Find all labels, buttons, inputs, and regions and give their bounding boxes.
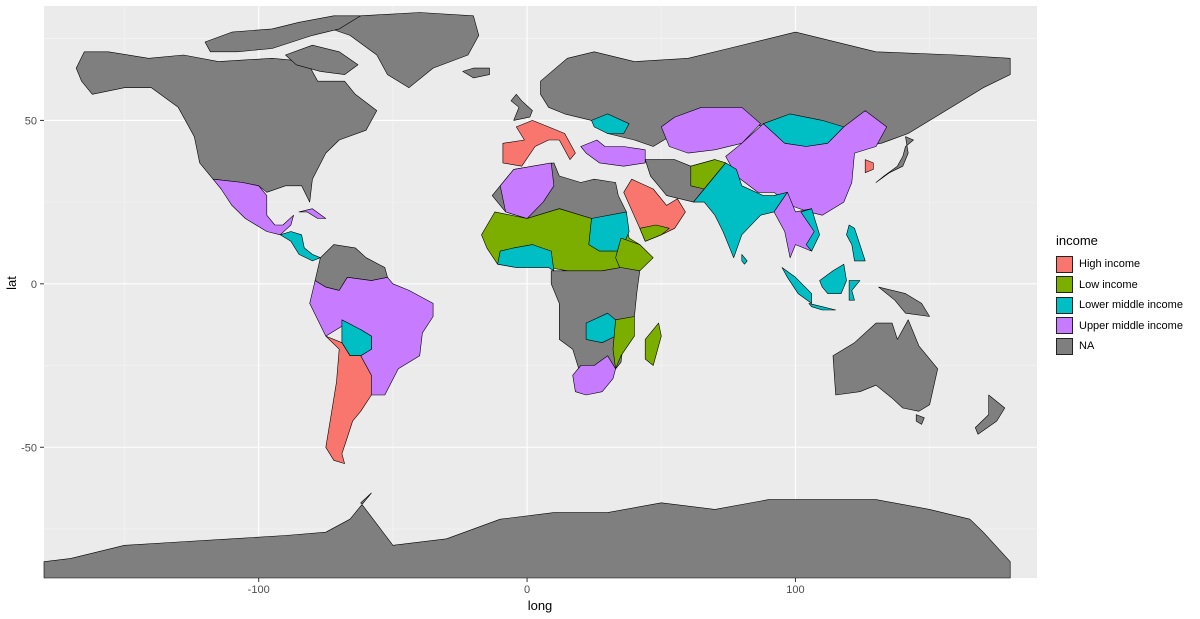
region-borneo [819, 263, 847, 294]
region-chile-argentina [325, 335, 372, 464]
region-mexico [212, 178, 294, 236]
region-korea-japan [864, 159, 874, 173]
x-tick-label: 100 [786, 584, 804, 596]
region-sulawesi [848, 280, 861, 301]
region-japan [875, 136, 914, 183]
region-southern-africa [572, 355, 616, 396]
region-iceland [462, 67, 490, 79]
region-java [808, 303, 837, 311]
region-new-zealand [974, 394, 1006, 435]
legend-key-high-income [1056, 255, 1073, 273]
region-vietnam-laos [800, 208, 820, 252]
region-sri-lanka [741, 254, 748, 265]
region-morocco-algeria [499, 162, 555, 219]
region-kazakhstan-central-asia [660, 107, 761, 154]
region-australia [832, 319, 939, 412]
legend-key-upper-middle-income [1056, 317, 1073, 334]
region-philippines [846, 224, 866, 262]
region-yemen [639, 224, 670, 242]
legend-label: NA [1079, 340, 1095, 352]
region-canadian-arctic-islands [204, 15, 362, 53]
region-baffin-island [285, 44, 359, 75]
region-eastern-europe-turkey [580, 139, 646, 167]
region-cuba [298, 208, 327, 219]
legend-label: Lower middle income [1079, 299, 1183, 311]
legend-title: income [1056, 233, 1098, 248]
legend-key-lower-middle-income [1056, 296, 1073, 314]
legend-item-na: NA [1056, 336, 1196, 356]
region-spain-france-italy [502, 120, 576, 167]
y-tick-label: 50 [25, 115, 37, 127]
region-greenland [330, 12, 480, 88]
y-axis-title: lat [4, 276, 19, 290]
region-ukraine [591, 113, 630, 134]
country-polygons [43, 12, 1011, 579]
region-tasmania [915, 414, 925, 425]
region-antarctica [43, 492, 1011, 579]
legend-label: High income [1079, 258, 1141, 270]
region-central-america [279, 231, 321, 262]
region-great-britain [510, 94, 533, 121]
region-northern-europe-russia [540, 31, 1011, 147]
y-tick-label: -50 [21, 442, 37, 454]
x-tick-label: 0 [524, 584, 530, 596]
x-tick-label: -100 [248, 584, 270, 596]
region-china [725, 110, 888, 216]
region-madagascar [644, 322, 662, 366]
x-axis-title: long [528, 598, 553, 613]
region-sumatra [781, 267, 812, 304]
y-tick-label: 0 [31, 279, 37, 291]
x-axis-ticks: -100 0 100 [248, 578, 805, 596]
legend-item-lower-middle-income: Lower middle income [1056, 295, 1196, 315]
legend-label: Upper middle income [1079, 319, 1183, 332]
legend-label: Low income [1079, 278, 1138, 291]
region-west-africa-coast [497, 244, 555, 272]
legend-key-low-income [1056, 276, 1073, 293]
y-axis-ticks: 50 0 -50 [21, 115, 44, 454]
region-north-america [75, 51, 378, 203]
legend-item-low-income: Low income [1056, 275, 1196, 295]
region-mozambique [612, 316, 635, 370]
region-new-guinea [878, 286, 930, 317]
legend-item-upper-middle-income: Upper middle income [1056, 316, 1196, 336]
legend: income High income Low income Lower midd… [1056, 233, 1196, 357]
legend-item-high-income: High income [1056, 254, 1196, 274]
legend-key-na [1056, 337, 1073, 355]
